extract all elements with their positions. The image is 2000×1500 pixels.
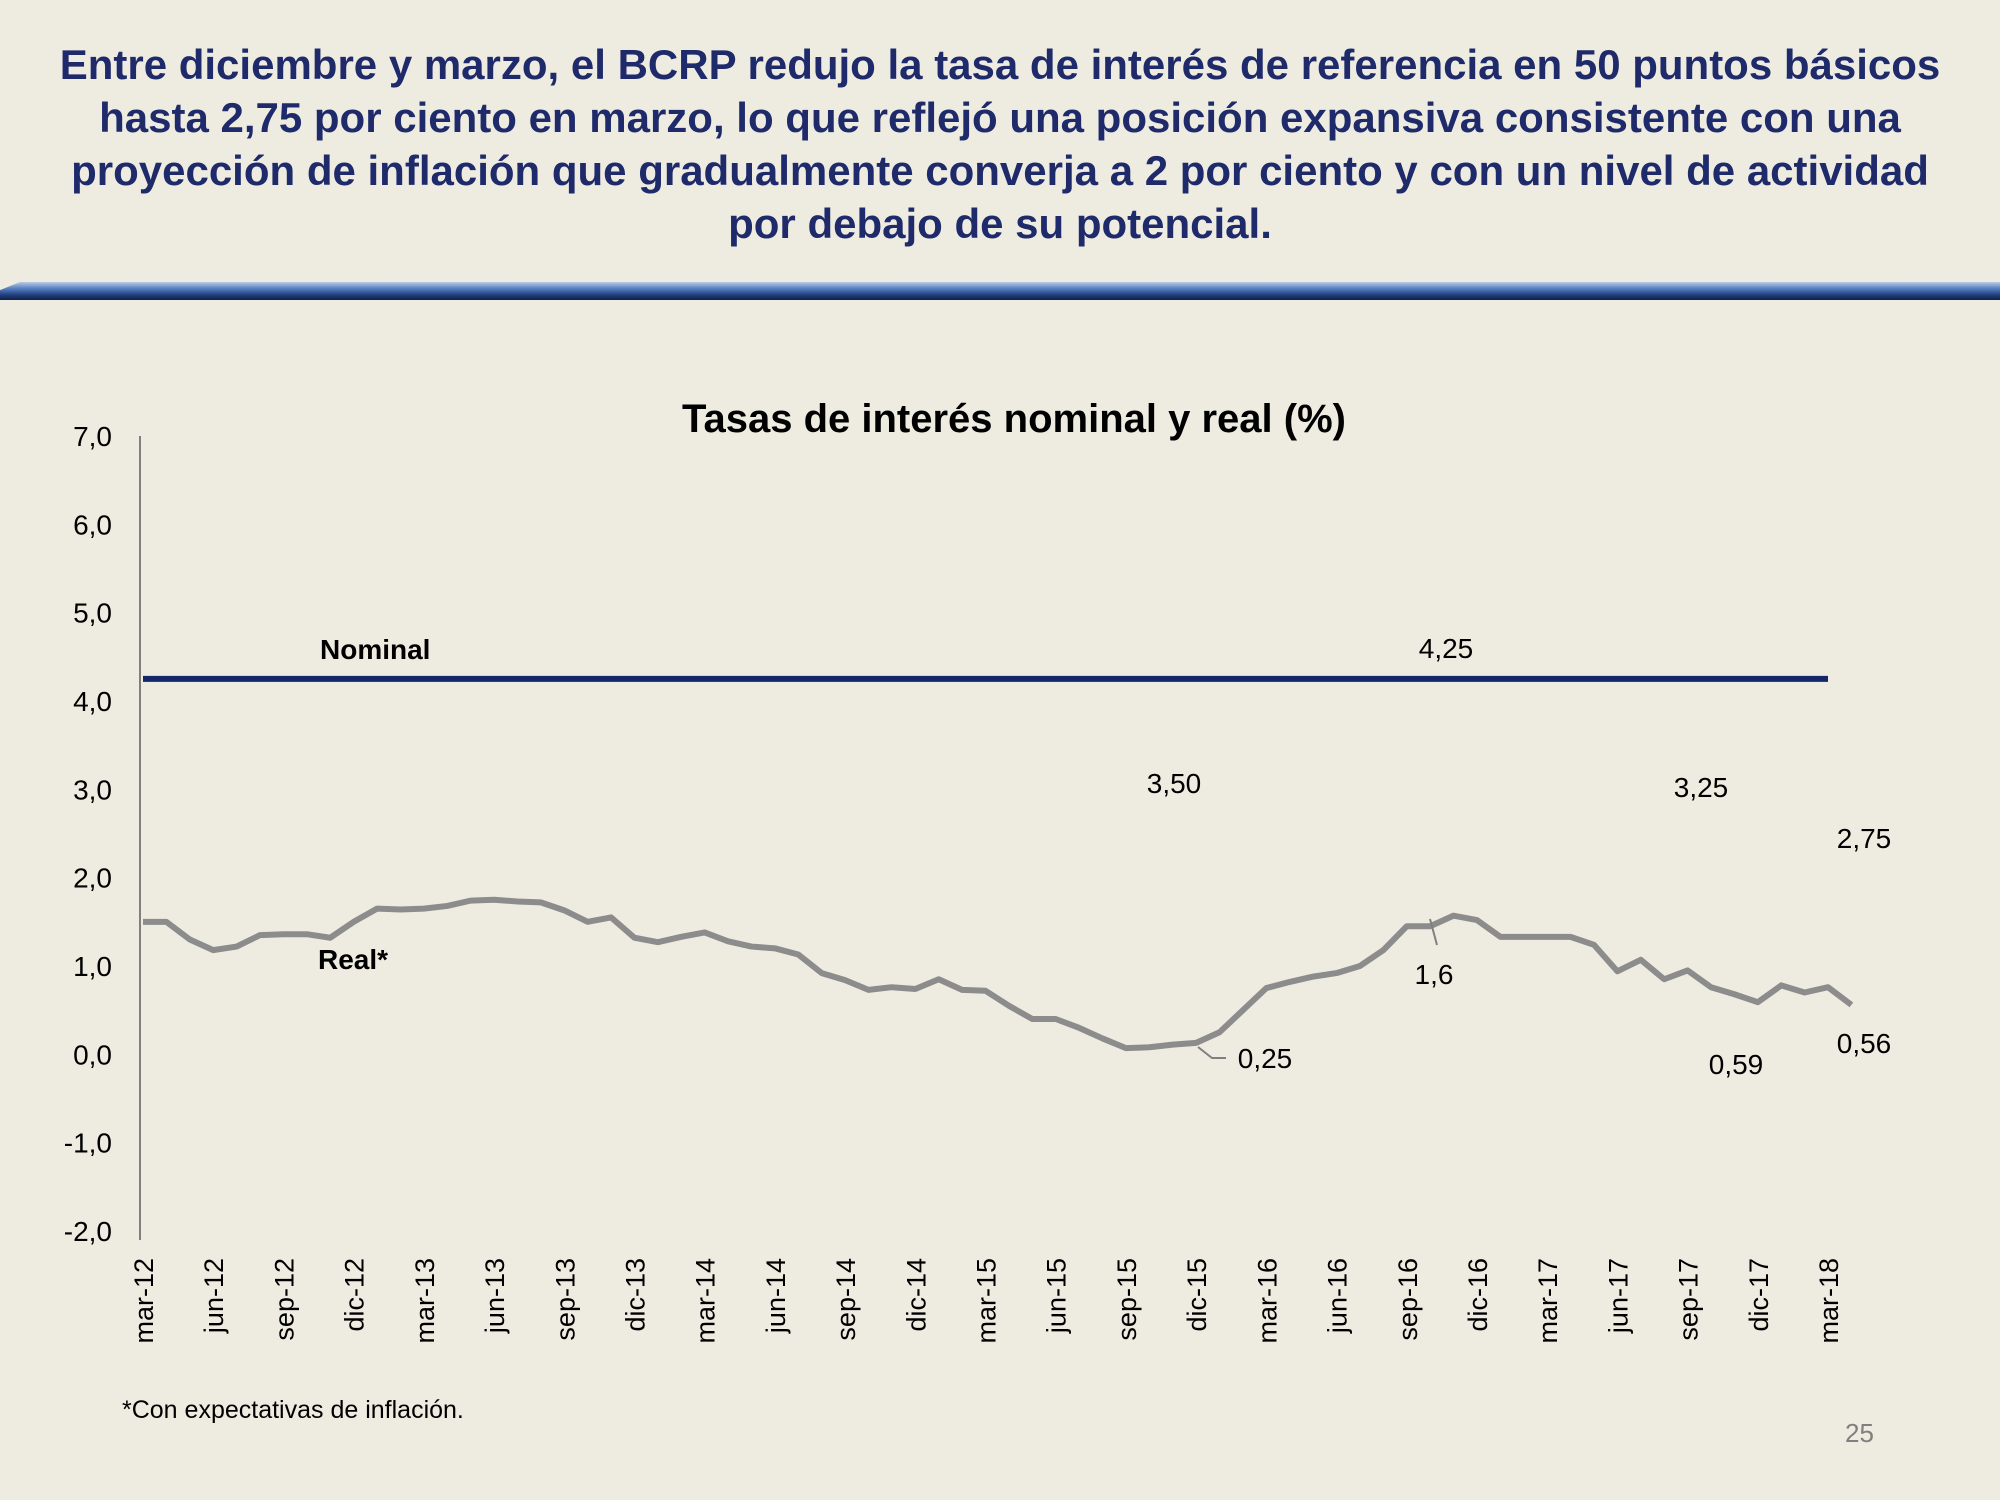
x-tick-label: dic-14 <box>901 1258 931 1332</box>
x-tick-label: sep-12 <box>269 1258 299 1341</box>
x-tick-label: jun-12 <box>199 1258 229 1334</box>
data-label: 0,56 <box>1837 1028 1892 1059</box>
data-label: 2,75 <box>1837 823 1892 854</box>
x-tick-label: dic-15 <box>1182 1258 1212 1332</box>
x-tick-label: mar-17 <box>1533 1258 1563 1344</box>
x-tick-label: sep-14 <box>831 1258 861 1341</box>
x-tick-label: sep-13 <box>550 1258 580 1341</box>
data-label: 0,25 <box>1238 1043 1293 1074</box>
data-label: 1,6 <box>1415 959 1454 990</box>
x-tick-label: dic-12 <box>340 1258 370 1332</box>
y-tick-label: -1,0 <box>64 1128 112 1159</box>
header-divider <box>0 282 2000 300</box>
x-tick-label: sep-16 <box>1393 1258 1423 1341</box>
slide-headline: Entre diciembre y marzo, el BCRP redujo … <box>59 41 1941 247</box>
nominal-series-label: Nominal <box>320 634 430 665</box>
slide-header: Entre diciembre y marzo, el BCRP redujo … <box>0 0 2000 280</box>
annotation-leader-line <box>1429 918 1438 946</box>
x-tick-label: sep-17 <box>1674 1258 1704 1341</box>
y-tick-label: 4,0 <box>73 686 112 717</box>
x-tick-label: dic-13 <box>620 1258 650 1332</box>
data-label: 4,25 <box>1419 633 1474 664</box>
data-label: 3,50 <box>1147 768 1202 799</box>
real-rate-line <box>143 896 1854 1052</box>
y-tick-label: 2,0 <box>73 863 112 894</box>
x-tick-label: dic-17 <box>1744 1258 1774 1332</box>
data-label: 3,25 <box>1674 772 1729 803</box>
y-tick-label: 7,0 <box>73 421 112 452</box>
y-tick-label: 5,0 <box>73 598 112 629</box>
x-tick-label: mar-18 <box>1814 1258 1844 1344</box>
data-label: 0,59 <box>1709 1049 1764 1080</box>
real-series-label: Real* <box>318 944 388 975</box>
footnote: *Con expectativas de inflación. <box>122 1396 464 1424</box>
x-tick-label: mar-15 <box>972 1258 1002 1344</box>
x-tick-label: mar-14 <box>691 1258 721 1344</box>
x-tick-label: mar-16 <box>1252 1258 1282 1344</box>
x-tick-label: jun-17 <box>1603 1258 1633 1334</box>
x-tick-label: jun-14 <box>761 1258 791 1334</box>
x-tick-label: dic-16 <box>1463 1258 1493 1332</box>
y-tick-label: 3,0 <box>73 774 112 805</box>
x-tick-label: jun-15 <box>1042 1258 1072 1334</box>
x-tick-label: mar-12 <box>129 1258 159 1344</box>
y-tick-label: 6,0 <box>73 509 112 540</box>
x-tick-label: jun-16 <box>1323 1258 1353 1334</box>
x-tick-label: mar-13 <box>410 1258 440 1344</box>
x-tick-label: sep-15 <box>1112 1258 1142 1341</box>
x-tick-label: jun-13 <box>480 1258 510 1334</box>
y-tick-label: 1,0 <box>73 951 112 982</box>
y-tick-label: -2,0 <box>64 1216 112 1247</box>
y-tick-label: 0,0 <box>73 1039 112 1070</box>
page-number: 25 <box>1845 1418 1874 1448</box>
chart-title: Tasas de interés nominal y real (%) <box>682 397 1346 441</box>
annotation-leader-line <box>1197 1046 1226 1059</box>
